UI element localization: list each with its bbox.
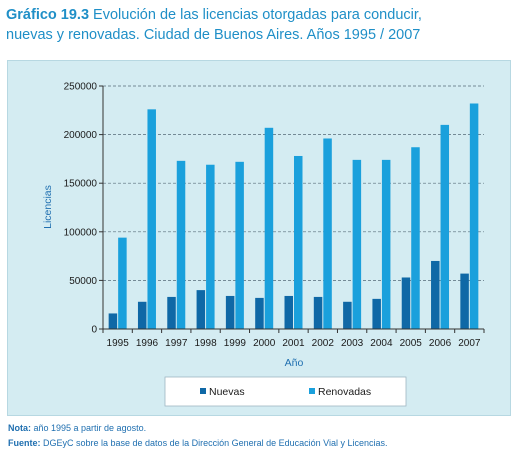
y-tick-label: 50000 — [69, 276, 97, 287]
legend-swatch-nuevas — [200, 388, 206, 394]
y-tick-label: 150000 — [64, 179, 98, 190]
legend-label-nuevas: Nuevas — [209, 386, 245, 398]
x-axis-title: Año — [285, 357, 304, 369]
chart-panel — [7, 60, 511, 416]
bar-nuevas — [343, 301, 352, 329]
y-tick-label: 200000 — [64, 130, 98, 141]
bar-nuevas — [167, 296, 176, 329]
bar-nuevas — [108, 313, 118, 329]
x-tick-label: 2000 — [253, 338, 276, 349]
note-label: Nota: — [8, 423, 31, 433]
x-tick-label: 1997 — [165, 338, 188, 349]
bar-nuevas — [255, 297, 264, 329]
bar-nuevas — [460, 273, 469, 329]
footnotes: Nota: año 1995 a partir de agosto. Fuent… — [8, 421, 513, 451]
source-text: DGEyC sobre la base de datos de la Direc… — [40, 438, 388, 448]
y-tick-label: 100000 — [64, 227, 98, 238]
bar-renovadas — [323, 138, 332, 329]
bar-renovadas — [176, 160, 186, 329]
bar-renovadas — [411, 147, 420, 329]
bar-renovadas — [264, 127, 274, 330]
y-tick-label: 250000 — [64, 82, 98, 93]
x-tick-label: 1996 — [136, 338, 159, 349]
chart-title-line1: Evolución de las licencias otorgadas par… — [89, 7, 422, 23]
chart-title: Gráfico 19.3 Evolución de las licencias … — [6, 5, 516, 45]
bar-nuevas — [313, 296, 323, 329]
x-tick-label: 2001 — [282, 338, 305, 349]
bar-nuevas — [372, 298, 381, 329]
y-axis-title: Licencias — [42, 185, 54, 229]
source-label: Fuente: — [8, 438, 41, 448]
x-tick-label: 1998 — [194, 338, 217, 349]
note-line: Nota: año 1995 a partir de agosto. — [8, 421, 513, 436]
x-tick-label: 2006 — [429, 338, 452, 349]
bar-nuevas — [431, 260, 440, 329]
x-tick-label: 2002 — [312, 338, 335, 349]
bar-nuevas — [137, 301, 147, 329]
bar-nuevas — [401, 277, 411, 329]
x-tick-label: 2005 — [400, 338, 423, 349]
bar-nuevas — [284, 295, 293, 329]
x-tick-label: 2004 — [370, 338, 393, 349]
bar-renovadas — [381, 159, 391, 329]
bar-nuevas — [225, 295, 235, 329]
x-tick-label: 2003 — [341, 338, 364, 349]
chart-number: Gráfico 19.3 — [6, 7, 90, 23]
note-text: año 1995 a partir de agosto. — [31, 423, 147, 433]
bar-renovadas — [206, 164, 215, 329]
bar-renovadas — [352, 159, 362, 329]
x-tick-label: 1999 — [224, 338, 247, 349]
legend-swatch-renovadas — [309, 388, 315, 394]
bar-nuevas — [196, 290, 206, 329]
bar-renovadas — [294, 155, 303, 329]
legend-label-renovadas: Renovadas — [318, 386, 371, 398]
bar-renovadas — [440, 124, 450, 329]
chart-title-line2: nuevas y renovadas. Ciudad de Buenos Air… — [6, 27, 421, 43]
legend-box — [164, 376, 407, 407]
x-tick-label: 1995 — [107, 338, 130, 349]
x-tick-label: 2007 — [458, 338, 481, 349]
bar-renovadas — [118, 237, 127, 329]
source-line: Fuente: DGEyC sobre la base de datos de … — [8, 436, 513, 451]
bar-renovadas — [235, 161, 244, 329]
bar-renovadas — [469, 103, 479, 329]
bar-renovadas — [147, 109, 156, 329]
y-tick-label: 0 — [91, 325, 97, 336]
